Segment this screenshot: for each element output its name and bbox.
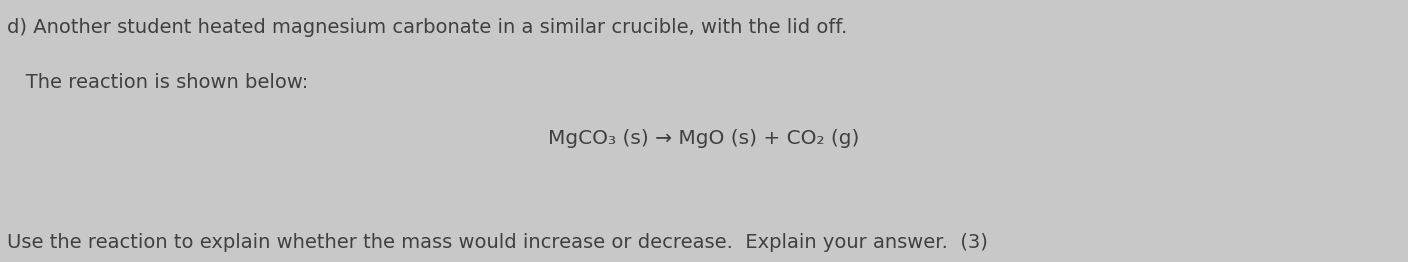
Text: MgCO₃ (s) → MgO (s) + CO₂ (g): MgCO₃ (s) → MgO (s) + CO₂ (g) xyxy=(548,129,860,148)
Text: d) Another student heated magnesium carbonate in a similar crucible, with the li: d) Another student heated magnesium carb… xyxy=(7,18,848,37)
Text: Use the reaction to explain whether the mass would increase or decrease.  Explai: Use the reaction to explain whether the … xyxy=(7,232,988,252)
Text: The reaction is shown below:: The reaction is shown below: xyxy=(7,73,308,92)
